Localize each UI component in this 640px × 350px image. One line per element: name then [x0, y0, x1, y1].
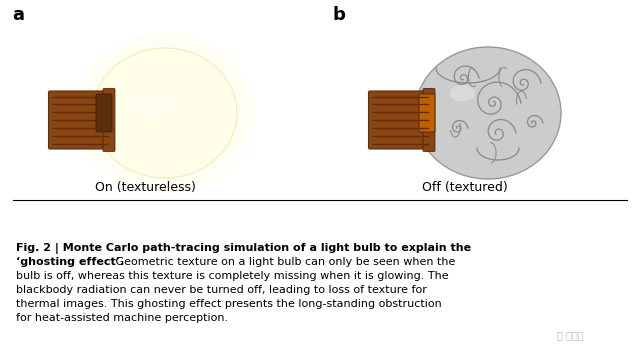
Polygon shape [428, 98, 434, 130]
Text: a: a [12, 6, 24, 24]
FancyBboxPatch shape [103, 89, 115, 152]
Text: Fig. 2 | Monte Carlo path-tracing simulation of a light bulb to explain the: Fig. 2 | Monte Carlo path-tracing simula… [16, 243, 471, 254]
Text: bulb is off, whereas this texture is completely missing when it is glowing. The: bulb is off, whereas this texture is com… [16, 271, 449, 281]
Text: Ⓒ 量子位: Ⓒ 量子位 [557, 330, 584, 340]
Text: blackbody radiation can never be turned off, leading to loss of texture for: blackbody radiation can never be turned … [16, 285, 427, 295]
Text: b: b [332, 6, 345, 24]
FancyBboxPatch shape [96, 94, 112, 132]
Text: for heat-assisted machine perception.: for heat-assisted machine perception. [16, 313, 228, 323]
Polygon shape [105, 98, 114, 130]
FancyBboxPatch shape [423, 89, 435, 152]
Text: Off (textured): Off (textured) [422, 181, 508, 194]
Ellipse shape [415, 47, 561, 179]
Ellipse shape [93, 48, 237, 178]
Text: On (textureless): On (textureless) [95, 181, 195, 194]
Ellipse shape [450, 85, 476, 102]
Ellipse shape [75, 33, 255, 193]
Ellipse shape [125, 87, 176, 119]
FancyBboxPatch shape [419, 94, 435, 132]
FancyBboxPatch shape [369, 91, 431, 149]
Text: Geometric texture on a light bulb can only be seen when the: Geometric texture on a light bulb can on… [112, 257, 456, 267]
Text: ‘ghosting effect’.: ‘ghosting effect’. [16, 257, 124, 267]
Text: thermal images. This ghosting effect presents the long-standing obstruction: thermal images. This ghosting effect pre… [16, 299, 442, 309]
FancyBboxPatch shape [49, 91, 111, 149]
